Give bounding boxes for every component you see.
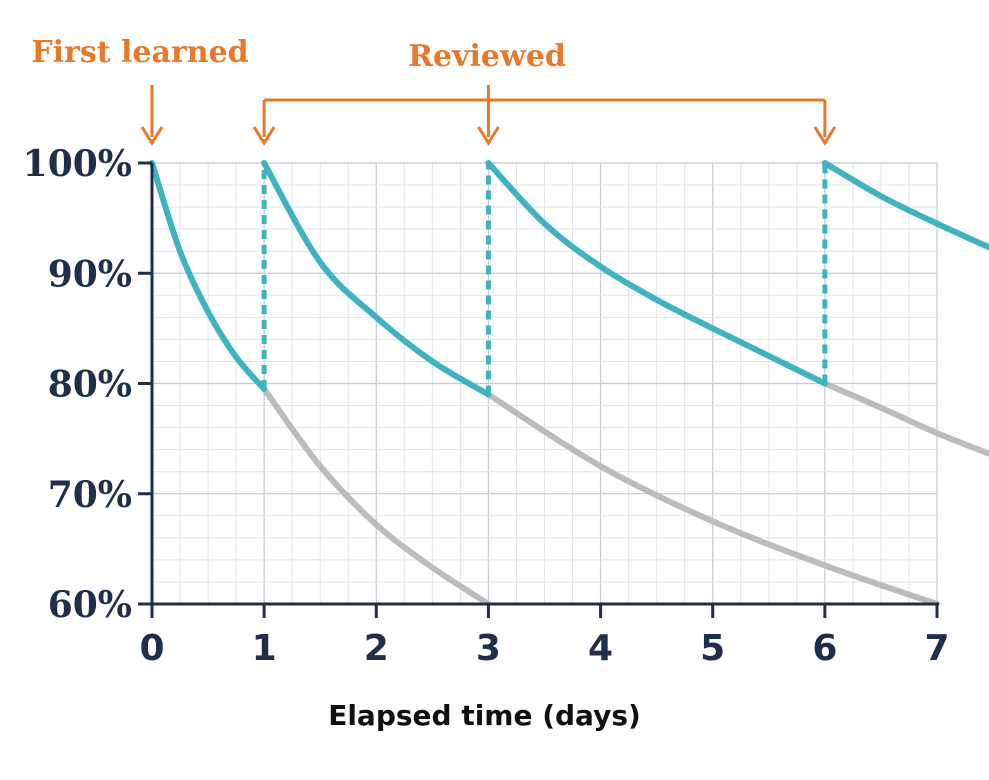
x-tick-label: 2 <box>364 628 389 669</box>
arrow-head-icon <box>813 126 837 146</box>
retention-with-review-curve <box>261 160 492 398</box>
curves <box>149 160 989 605</box>
annotation-first-learned: First learned <box>31 35 248 70</box>
y-tick-label: 100% <box>23 143 132 185</box>
y-tick-label: 60% <box>48 584 132 626</box>
x-tick-label: 6 <box>812 628 837 669</box>
y-tick-label: 70% <box>48 474 132 516</box>
y-tick-label: 80% <box>48 364 132 406</box>
annotation-reviewed: Reviewed <box>408 39 566 74</box>
x-tick-label: 7 <box>924 628 949 669</box>
retention-without-review-curve <box>485 391 940 605</box>
x-tick-label: 3 <box>476 628 501 669</box>
x-tick-label: 1 <box>252 628 277 669</box>
x-tick-label: 4 <box>588 628 613 669</box>
annotations: First learned Reviewed <box>31 35 837 146</box>
arrow-head-icon <box>252 126 276 146</box>
grid <box>151 162 938 605</box>
x-tick-label: 5 <box>700 628 725 669</box>
arrow-head-icon <box>477 126 500 146</box>
x-tick-label: 0 <box>139 628 164 669</box>
y-tick-label: 90% <box>48 253 132 295</box>
retention-with-review-curve <box>149 160 268 392</box>
retention-with-review-curve <box>485 160 828 387</box>
retention-without-review-curve <box>261 386 492 605</box>
axes: 0 1 2 3 4 5 6 7 60% 70% 80% 90% 100% Elapsed time (da… <box>23 143 950 732</box>
x-axis-title: Elapsed time (days) <box>328 699 641 732</box>
arrow-head-icon <box>140 126 164 146</box>
retention-without-review-curve <box>821 380 989 457</box>
retention-with-review-curve <box>821 160 989 251</box>
